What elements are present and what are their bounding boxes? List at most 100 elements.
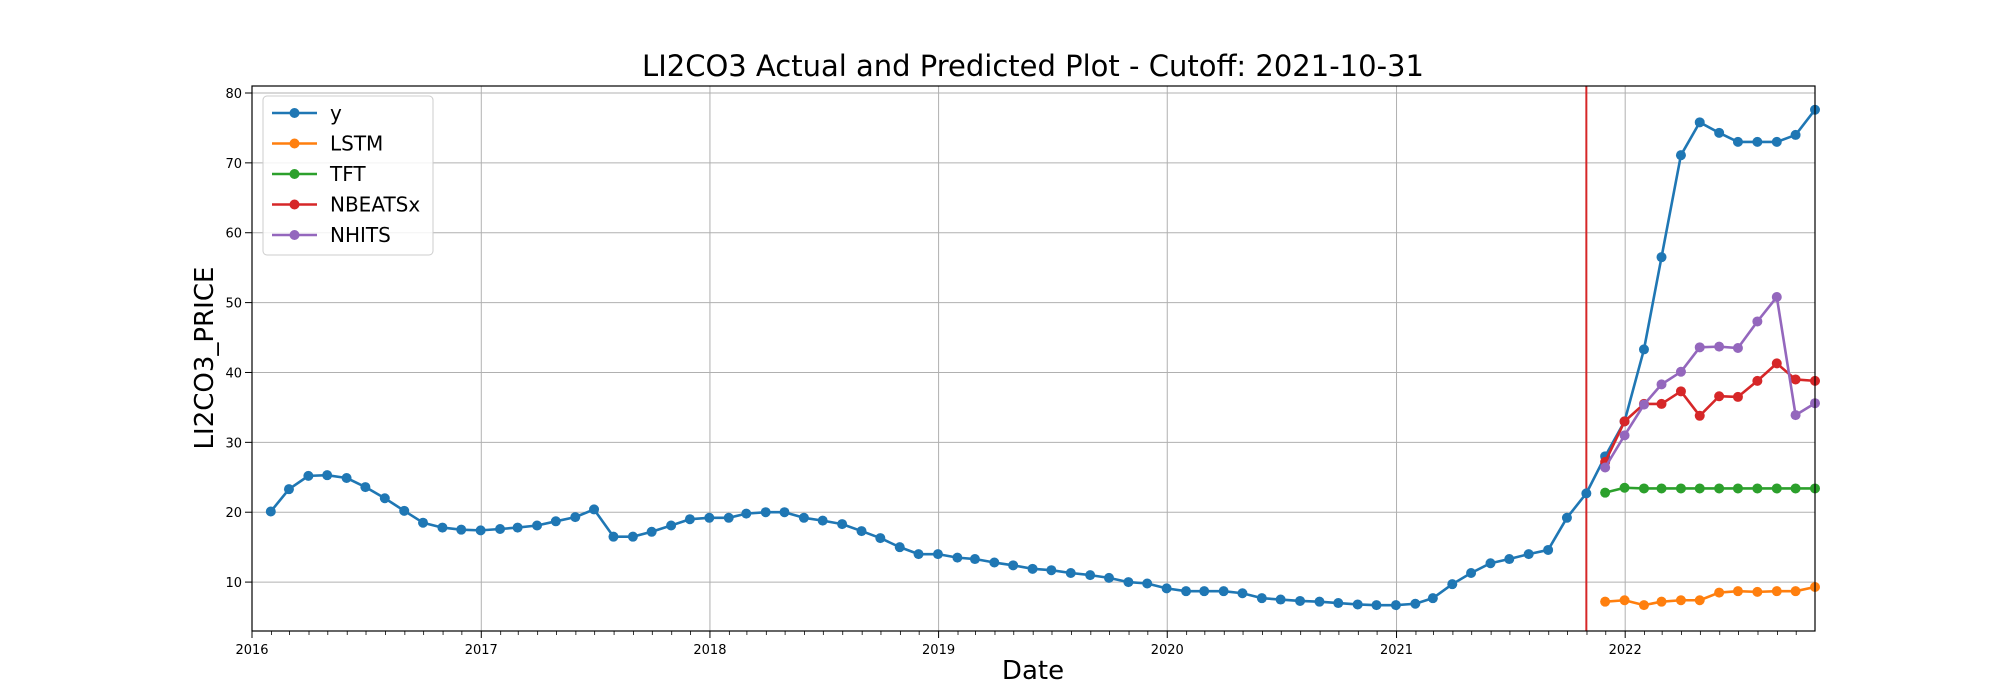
data-point-lstm: [1771, 586, 1782, 597]
data-point-y: [646, 526, 657, 537]
data-point-y: [856, 526, 867, 537]
data-point-lstm: [1714, 587, 1725, 598]
data-point-y: [1199, 586, 1210, 597]
data-point-y: [741, 508, 752, 519]
data-point-y: [1008, 560, 1019, 571]
y-tick-label: 60: [225, 227, 242, 242]
data-point-y: [1656, 252, 1667, 263]
data-point-y: [932, 549, 943, 560]
series-line-tft: [1604, 486, 1815, 494]
y-tick-label: 50: [225, 297, 242, 312]
data-point-nhits: [1714, 341, 1725, 352]
data-point-nhits: [1790, 410, 1801, 421]
data-point-y: [570, 512, 581, 523]
legend-marker-tft: [289, 169, 300, 179]
data-point-y: [456, 524, 467, 535]
data-point-lstm: [1790, 586, 1801, 597]
data-point-y: [1410, 598, 1421, 609]
data-point-nbeatsx: [1752, 375, 1763, 386]
data-point-y: [1771, 136, 1782, 147]
x-tick-label: 2016: [235, 643, 268, 658]
y-tick-label: 20: [225, 506, 242, 521]
data-point-nbeatsx: [1656, 398, 1667, 409]
data-point-y: [475, 525, 486, 536]
data-point-tft: [1752, 483, 1763, 494]
data-point-y: [379, 493, 390, 504]
data-point-nhits: [1694, 342, 1705, 353]
data-point-lstm: [1675, 595, 1686, 606]
data-point-y: [1427, 593, 1438, 604]
data-point-y: [1218, 586, 1229, 597]
legend-label-nbeatsx: NBEATSx: [330, 193, 420, 217]
data-point-tft: [1638, 483, 1649, 494]
data-point-y: [399, 505, 410, 516]
data-point-y: [1256, 593, 1267, 604]
data-point-y: [666, 520, 677, 531]
data-point-y: [1732, 136, 1743, 147]
data-point-y: [817, 515, 828, 526]
series-tft: [1600, 482, 1820, 498]
y-tick-label: 70: [225, 157, 242, 172]
series-line-y: [269, 108, 1817, 607]
data-point-y: [913, 549, 924, 560]
data-point-y: [1123, 577, 1134, 588]
x-tick-label: 2021: [1380, 643, 1413, 658]
data-point-y: [969, 554, 980, 565]
data-point-y: [952, 552, 963, 563]
data-point-tft: [1732, 483, 1743, 494]
legend-marker-nbeatsx: [289, 199, 300, 210]
data-point-y: [495, 523, 506, 534]
data-point-y: [1504, 554, 1515, 565]
data-point-lstm: [1619, 595, 1630, 606]
data-point-lstm: [1638, 600, 1649, 611]
plot-frame: [251, 85, 1816, 632]
data-point-y: [512, 522, 523, 533]
data-point-y: [1103, 572, 1114, 583]
data-point-tft: [1619, 482, 1630, 493]
y-axis-label: LI2CO3_PRICE: [190, 267, 220, 450]
y-tick-label: 10: [225, 576, 242, 591]
data-point-y: [837, 519, 848, 530]
x-tick-label: 2020: [1151, 643, 1184, 658]
data-point-y: [684, 514, 695, 525]
chart-title: LI2CO3 Actual and Predicted Plot - Cutof…: [642, 49, 1424, 83]
data-point-nbeatsx: [1675, 386, 1686, 397]
data-point-y: [1027, 563, 1038, 574]
data-point-y: [894, 542, 905, 553]
data-point-tft: [1600, 487, 1611, 498]
data-point-y: [608, 531, 619, 542]
legend-marker-y: [289, 108, 300, 118]
data-point-y: [1237, 588, 1248, 599]
x-tick-label: 2018: [693, 643, 726, 658]
legend: y LSTM TFT NBEATSx NHITS: [262, 95, 434, 256]
data-point-y: [1390, 600, 1401, 611]
data-point-nhits: [1675, 366, 1686, 377]
data-point-nhits: [1771, 292, 1782, 303]
data-point-lstm: [1656, 596, 1667, 607]
data-point-y: [627, 531, 638, 542]
data-point-y: [1581, 488, 1592, 499]
y-tick-label: 80: [225, 87, 242, 102]
data-point-y: [1085, 570, 1096, 581]
data-point-nhits: [1752, 316, 1763, 327]
data-point-y: [1543, 544, 1554, 555]
series-nhits: [1600, 292, 1820, 473]
data-point-y: [589, 504, 600, 515]
data-point-y: [1181, 586, 1192, 597]
data-point-tft: [1714, 483, 1725, 494]
data-point-nbeatsx: [1732, 391, 1743, 402]
data-point-y: [303, 470, 314, 481]
data-point-y: [989, 557, 1000, 568]
data-point-nhits: [1732, 343, 1743, 354]
data-point-y: [1065, 568, 1076, 579]
series-line-lstm: [1605, 585, 1816, 607]
data-point-y: [360, 482, 371, 493]
series-nbeatsx: [1600, 358, 1820, 467]
legend-label-y: y: [330, 101, 342, 125]
x-tick-label: 2022: [1609, 643, 1642, 658]
data-point-tft: [1675, 483, 1686, 494]
data-point-y: [1694, 117, 1705, 128]
data-point-y: [1466, 568, 1477, 579]
data-point-nhits: [1656, 379, 1667, 390]
